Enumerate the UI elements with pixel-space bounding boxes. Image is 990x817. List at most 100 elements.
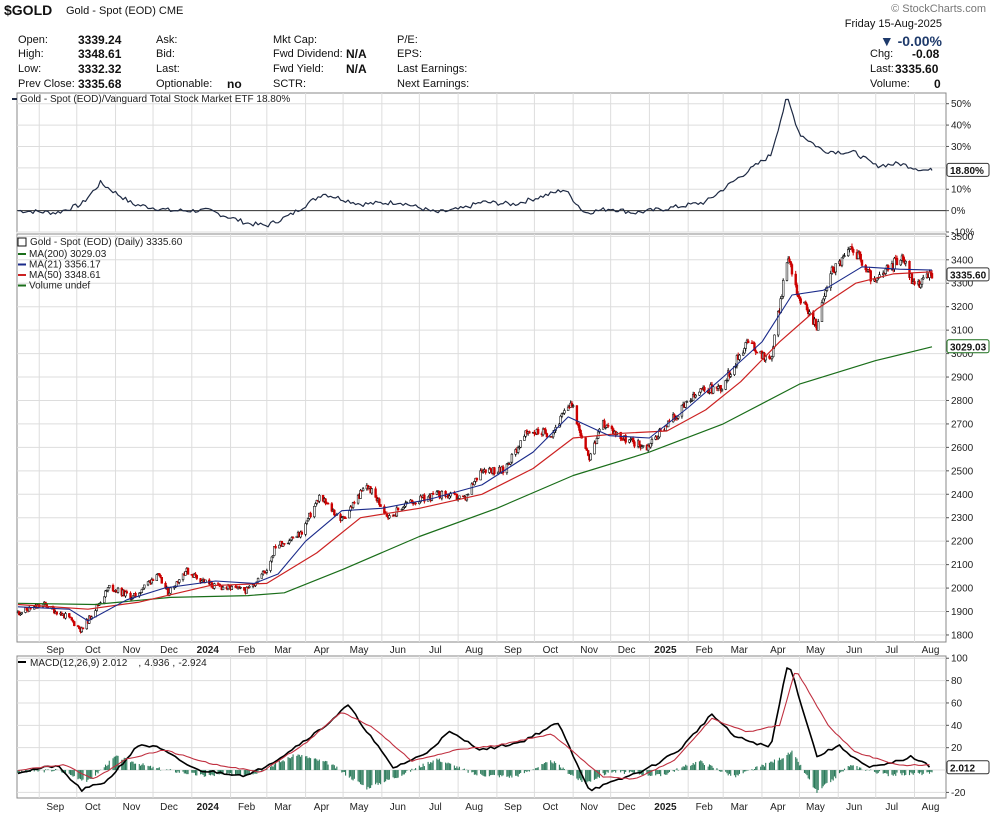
price-candle-body — [631, 437, 635, 443]
price-candle-body — [541, 428, 545, 436]
price-legend-item-3: Volume undef — [29, 281, 90, 292]
price-candle-body — [563, 410, 566, 414]
price-candle-body — [243, 586, 246, 591]
price-candle-body — [103, 596, 106, 604]
price-candle-body — [604, 427, 607, 429]
price-candle-body — [578, 425, 581, 431]
price-candle-body — [64, 613, 67, 619]
price-candle-body — [884, 268, 887, 274]
macd-x-label: Dec — [160, 802, 178, 813]
price-candle-body — [850, 246, 854, 250]
price-candle-body — [178, 579, 181, 583]
pe-label: P/E: — [397, 34, 418, 46]
macd-legend-macd: MACD(12,26,9) 2.012 — [30, 658, 128, 669]
price-candle-body — [699, 388, 702, 393]
macd-line — [17, 667, 931, 793]
price-candle-body — [104, 590, 107, 598]
price-candle-body — [330, 503, 334, 512]
price-candle-body — [794, 273, 797, 286]
ma50-line — [17, 271, 933, 610]
price-candle-body — [519, 440, 522, 448]
price-candle-body — [291, 537, 295, 539]
price-candle-body — [139, 592, 142, 594]
price-candle-body — [606, 424, 610, 427]
price-tick-label: 2000 — [951, 584, 974, 595]
price-candle-body — [221, 586, 225, 591]
price-candle-body — [78, 626, 81, 629]
price-candle-body — [449, 492, 452, 497]
price-candle-body — [414, 502, 417, 505]
price-candle-body — [359, 490, 362, 499]
price-x-label: Nov — [123, 645, 141, 656]
price-tick-label: 1900 — [951, 607, 974, 618]
price-candle-body — [772, 346, 775, 358]
price-candle-body — [271, 555, 275, 558]
price-candle-body — [496, 471, 500, 474]
price-candle-body — [140, 589, 143, 593]
fwd-dividend-label: Fwd Dividend: — [273, 48, 343, 60]
price-candle-body — [181, 573, 185, 580]
price-candle-body — [324, 498, 327, 504]
price-x-label: Aug — [922, 645, 940, 656]
price-candle-body — [150, 579, 153, 584]
price-x-label: Apr — [314, 645, 330, 656]
price-candle-body — [288, 540, 291, 544]
price-x-label: 2024 — [197, 645, 220, 656]
macd-x-label: Jun — [390, 802, 406, 813]
price-candle-body — [510, 454, 514, 463]
macd-x-label: Mar — [274, 802, 292, 813]
macd-legend-sep: , — [138, 658, 141, 669]
macd-tick-label: 20 — [951, 743, 963, 754]
price-candle-body — [81, 627, 85, 630]
price-candle-body — [922, 277, 925, 280]
price-candle-body — [370, 488, 374, 494]
price-candle-body — [536, 429, 540, 434]
price-candle-body — [418, 501, 421, 504]
price-candle-body — [306, 518, 310, 522]
last-price-label: Last: — [870, 63, 894, 75]
price-candle-body — [304, 523, 307, 535]
macd-x-label: Feb — [238, 802, 256, 813]
price-candle-body — [741, 352, 745, 356]
price-candle-body — [743, 348, 746, 354]
symbol-title: $GOLD — [4, 2, 53, 18]
macd-x-label: Dec — [618, 802, 636, 813]
price-x-label: Aug — [465, 645, 483, 656]
price-candle-body — [589, 453, 592, 461]
price-candle-body — [55, 611, 58, 615]
fwd-yield-value: N/A — [346, 62, 367, 76]
price-candle-body — [840, 257, 844, 266]
percent-change: ▼ -0.00% — [879, 33, 942, 49]
price-candle-body — [501, 466, 505, 474]
price-candle-body — [273, 546, 276, 556]
price-candle-body — [248, 585, 251, 588]
price-candle-body — [650, 439, 654, 444]
prev-close-value: 3335.68 — [78, 77, 122, 91]
price-candle-body — [260, 573, 264, 579]
price-candle-body — [378, 498, 381, 505]
price-candle-body — [245, 586, 249, 594]
ratio-tick-label: 30% — [951, 142, 971, 153]
chg-value: -0.08 — [912, 47, 940, 61]
ratio-tick-label: 0% — [951, 206, 966, 217]
price-candle-body — [270, 556, 274, 562]
price-candle-body — [649, 443, 652, 448]
price-candle-body — [575, 405, 579, 425]
price-candle-body — [919, 283, 922, 288]
last-label: Last: — [156, 63, 180, 75]
price-candle-body — [351, 502, 355, 508]
price-candle-body — [70, 617, 73, 621]
price-candle-body — [111, 584, 115, 592]
macd-tick-label: -20 — [951, 788, 966, 799]
volume-value: 0 — [934, 77, 941, 91]
price-candle-body — [823, 295, 826, 300]
macd-x-label: 2024 — [197, 802, 220, 813]
price-candle-body — [768, 355, 771, 359]
price-candle-body — [374, 488, 377, 498]
site-watermark[interactable]: © StockCharts.com — [891, 3, 986, 15]
price-candle-body — [388, 515, 391, 519]
price-tick-label: 2100 — [951, 560, 974, 571]
price-candle-body — [913, 281, 916, 285]
price-candle-body — [440, 490, 444, 499]
